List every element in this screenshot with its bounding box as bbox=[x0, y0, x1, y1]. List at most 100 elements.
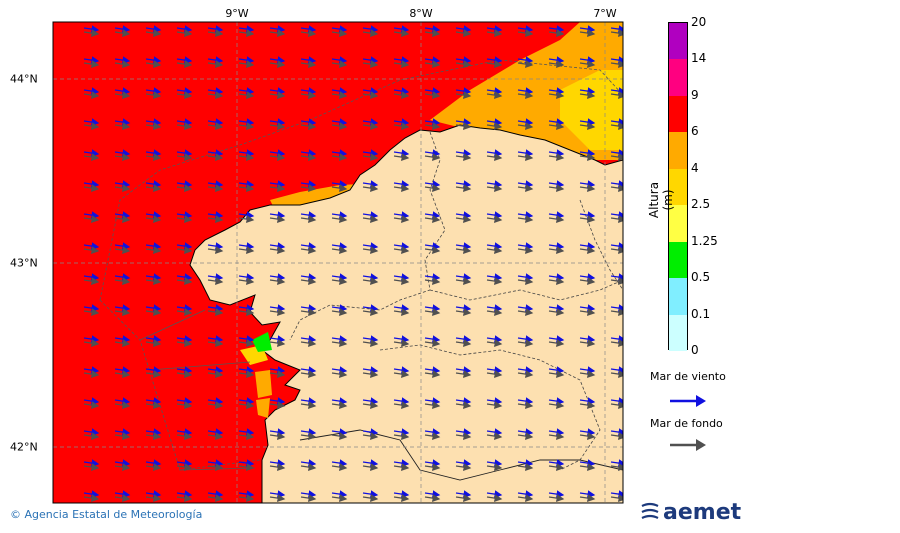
wave-arrow bbox=[579, 29, 596, 37]
wave-arrow bbox=[176, 60, 193, 68]
wave-arrow bbox=[83, 308, 100, 316]
wave-arrow bbox=[331, 370, 348, 378]
wave-arrow bbox=[176, 432, 193, 440]
wave-arrow bbox=[145, 401, 162, 409]
wave-arrow bbox=[486, 184, 503, 192]
wave-arrow bbox=[176, 370, 193, 378]
wave-arrow bbox=[238, 308, 255, 316]
wave-arrow bbox=[145, 29, 162, 37]
wave-arrow bbox=[176, 277, 193, 285]
wave-arrow bbox=[207, 277, 224, 285]
lon-label-8w: 8°W bbox=[409, 7, 433, 20]
wave-arrow bbox=[207, 153, 224, 161]
sea-area-yellow bbox=[560, 70, 623, 150]
wave-arrow bbox=[269, 91, 286, 99]
wave-arrow bbox=[362, 184, 379, 192]
wave-arrow bbox=[486, 370, 503, 378]
wave-arrow bbox=[362, 463, 379, 471]
wave-arrow bbox=[145, 122, 162, 130]
wave-arrow bbox=[579, 184, 596, 192]
wave-arrow bbox=[145, 308, 162, 316]
wave-arrow bbox=[300, 153, 317, 161]
wave-arrow bbox=[362, 277, 379, 285]
wave-arrow bbox=[393, 401, 410, 409]
wave-arrow bbox=[145, 494, 162, 502]
wave-arrow bbox=[176, 339, 193, 347]
wave-arrow bbox=[393, 184, 410, 192]
map-border bbox=[52, 21, 624, 504]
wave-arrow bbox=[455, 91, 472, 99]
wave-arrow bbox=[455, 432, 472, 440]
wave-arrow bbox=[145, 91, 162, 99]
wave-arrow bbox=[269, 432, 286, 440]
wave-arrow bbox=[424, 29, 441, 37]
wind-sea-arrow-icon bbox=[670, 395, 706, 407]
wave-arrow bbox=[362, 215, 379, 223]
wave-arrow bbox=[207, 215, 224, 223]
wind-sea-legend-label: Mar de viento bbox=[650, 370, 726, 383]
wave-arrow bbox=[238, 184, 255, 192]
colorbar-segment bbox=[669, 241, 687, 279]
wave-arrow bbox=[114, 339, 131, 347]
wave-arrow bbox=[238, 29, 255, 37]
wave-arrow bbox=[548, 246, 565, 254]
wave-arrow bbox=[176, 246, 193, 254]
wave-arrow bbox=[393, 29, 410, 37]
wave-arrow bbox=[455, 184, 472, 192]
wave-arrow bbox=[207, 184, 224, 192]
wave-arrow bbox=[331, 122, 348, 130]
wave-arrow bbox=[207, 308, 224, 316]
wave-arrow bbox=[517, 432, 534, 440]
wave-arrow bbox=[579, 370, 596, 378]
wave-arrow bbox=[362, 29, 379, 37]
wave-arrow bbox=[238, 494, 255, 502]
lon-label-7w: 7°W bbox=[593, 7, 617, 20]
wave-arrow bbox=[300, 122, 317, 130]
wave-arrow bbox=[176, 122, 193, 130]
lat-label-42n: 42°N bbox=[10, 440, 38, 454]
wave-arrow bbox=[393, 122, 410, 130]
wave-arrow bbox=[269, 29, 286, 37]
wave-arrow bbox=[517, 29, 534, 37]
wave-arrow bbox=[579, 246, 596, 254]
wave-arrow bbox=[362, 153, 379, 161]
wave-arrow bbox=[548, 122, 565, 130]
wave-arrow bbox=[424, 153, 441, 161]
wave-arrow bbox=[517, 215, 534, 223]
wave-arrow bbox=[548, 432, 565, 440]
wave-arrow bbox=[424, 494, 441, 502]
wave-arrow bbox=[238, 432, 255, 440]
wave-arrow bbox=[331, 463, 348, 471]
swell-arrow-icon bbox=[670, 439, 706, 451]
wave-arrow bbox=[393, 370, 410, 378]
wave-arrow bbox=[207, 463, 224, 471]
wave-arrow bbox=[331, 277, 348, 285]
wave-arrow bbox=[238, 339, 255, 347]
wave-arrow bbox=[486, 153, 503, 161]
colorbar-segment bbox=[669, 59, 687, 96]
wave-arrow bbox=[393, 153, 410, 161]
wave-arrow bbox=[300, 29, 317, 37]
wave-arrow bbox=[269, 463, 286, 471]
wave-arrow bbox=[238, 463, 255, 471]
wave-arrow bbox=[83, 153, 100, 161]
wave-arrow bbox=[548, 277, 565, 285]
wave-arrow bbox=[300, 463, 317, 471]
wave-arrow bbox=[83, 122, 100, 130]
wave-arrow bbox=[455, 370, 472, 378]
wave-arrow bbox=[486, 432, 503, 440]
colorbar-tick-label: 9 bbox=[691, 87, 699, 102]
wave-arrow bbox=[455, 215, 472, 223]
wave-arrow bbox=[207, 122, 224, 130]
wave-arrow bbox=[486, 122, 503, 130]
wave-arrow bbox=[83, 494, 100, 502]
wave-arrow bbox=[486, 277, 503, 285]
wave-arrow bbox=[83, 246, 100, 254]
wave-arrow bbox=[548, 60, 565, 68]
wave-arrow bbox=[83, 432, 100, 440]
wave-arrow bbox=[579, 339, 596, 347]
wave-arrow bbox=[83, 29, 100, 37]
wave-arrow bbox=[486, 494, 503, 502]
wave-arrow bbox=[300, 308, 317, 316]
